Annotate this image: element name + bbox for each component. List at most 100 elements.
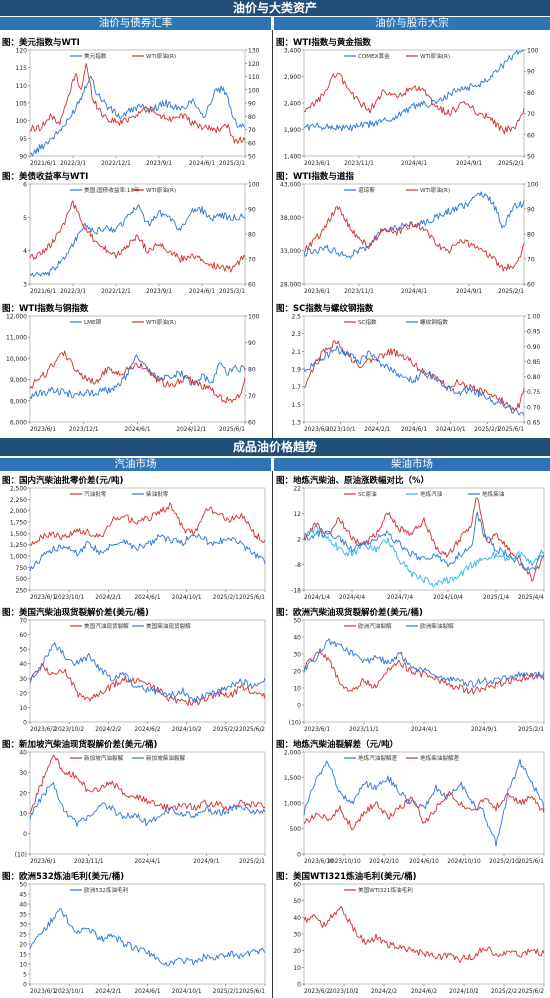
chart-wti-dow: 图：WTI指数与道指 28,000 33,000 38,000 43,000 60 70 80…	[274, 170, 550, 298]
y-left-tick-label: 500	[290, 826, 302, 833]
series-line	[303, 49, 525, 132]
y-right-tick-label: 100	[527, 182, 539, 189]
y-right-tick-label: 50	[248, 154, 256, 161]
x-tick-label: 2025/2/1	[239, 859, 265, 865]
plot-area	[303, 183, 525, 285]
x-tick-label: 2024/6/2	[411, 989, 437, 995]
x-tick-label: 2024/10/2	[449, 989, 479, 995]
x-tick-label: 2025/6/1	[498, 427, 524, 433]
y-left-tick-label: 12,000	[6, 314, 27, 321]
x-tick-label: 2024/9/1	[193, 859, 219, 865]
legend-label: WTI原油(R)	[420, 186, 450, 194]
chart-wti-copper: 图：WTI指数与铜指数 6,000 8,000 9,000 10,000 11,000 12…	[0, 302, 271, 436]
x-tick-label: 2023/9/1	[146, 161, 172, 167]
x-tick-label: 2023/10/10	[327, 859, 361, 865]
legend-label: SC指数	[358, 318, 377, 326]
x-tick-label: 2025/1/4	[483, 595, 509, 601]
x-tick-label: 2025/2/1	[213, 595, 239, 601]
series-line	[29, 502, 266, 546]
y-left-tick-label: 10	[293, 686, 301, 693]
y-left-tick-label: 22	[293, 486, 301, 493]
x-tick-label: 2024/12/1	[176, 427, 206, 433]
x-tick-label: 2024/6/1	[134, 595, 160, 601]
column-divider-top	[272, 30, 273, 438]
plot-area	[29, 883, 266, 985]
x-tick-label: 2024/10/4	[433, 595, 463, 601]
y-right-tick-label: 90	[527, 207, 535, 214]
chart-title: 图：地炼汽柴油、原油涨跌幅对比（%）	[276, 476, 430, 486]
x-tick-label: 2024/4/1	[134, 859, 160, 865]
y-left-tick-label: 110	[16, 83, 28, 90]
x-tick-label: 2025/2/1	[518, 727, 544, 733]
series-line	[303, 191, 525, 259]
x-tick-label: 2023/6/2	[30, 727, 56, 733]
x-tick-label: 2024/6/1	[124, 427, 150, 433]
y-left-tick-label: 0	[297, 982, 301, 989]
x-tick-label: 2024/4/4	[339, 595, 365, 601]
x-tick-label: 2025/3/1	[219, 161, 245, 167]
x-tick-label: 2024/9/1	[471, 727, 497, 733]
legend-label: LME铜	[84, 318, 101, 326]
y-left-tick-label: (10)	[289, 720, 301, 727]
y-left-tick-label: 2,250	[10, 497, 27, 504]
y-left-tick-label: 750	[16, 565, 28, 572]
y-left-tick-label: 0	[297, 852, 301, 859]
y-left-tick-label: 0	[23, 982, 27, 989]
y-right-tick-label: 90	[527, 69, 535, 76]
y-left-tick-label: 1,400	[284, 154, 301, 161]
x-tick-label: 2023/6/10	[304, 859, 334, 865]
series-line	[29, 642, 266, 704]
x-tick-label: 2023/10/1	[326, 427, 356, 433]
y-left-tick-label: 100	[16, 118, 28, 125]
chart-title: 图：地炼汽柴油裂解差（元/吨）	[276, 740, 399, 750]
y-right-tick-label: 0.70	[527, 404, 541, 411]
y-right-tick-label: 80	[248, 232, 256, 239]
chart-title: 图：欧洲汽柴油现货裂解价差(美元/桶)	[276, 608, 423, 618]
series-line	[29, 63, 246, 144]
y-left-tick-label: 1,250	[10, 542, 27, 549]
chart-title: 图：WTI指数与铜指数	[2, 304, 89, 314]
y-left-tick-label: 40	[19, 661, 27, 668]
x-tick-label: 2025/6/2	[518, 989, 544, 995]
x-tick-label: 2024/10/2	[172, 727, 202, 733]
series-line	[29, 533, 266, 572]
y-left-tick-label: 10	[19, 811, 27, 818]
y-right-tick-label: 100	[248, 87, 260, 94]
x-tick-label: 2024/6/1	[189, 289, 215, 295]
y-left-tick-label: 30	[293, 932, 301, 939]
x-tick-label: 2023/6/1	[30, 859, 56, 865]
plot-area	[303, 883, 545, 985]
section-banner-assets: 油价与大类资产	[0, 0, 550, 16]
series-line	[303, 638, 545, 688]
y-left-tick-label: 90	[19, 154, 27, 161]
y-left-tick-label: 2,900	[284, 74, 301, 81]
chart-title: 图：美国汽柴油现货裂解价差(美元/桶)	[2, 608, 149, 618]
series-line	[303, 905, 545, 963]
x-tick-label: 2024/4/1	[401, 289, 427, 295]
legend-label: 新加坡汽油裂解	[84, 754, 124, 762]
chart-singapore-crack-spreads: 图：新加坡汽柴油现货裂解价差(美元/桶) (10) 0 10 20 30 40 2023/6/…	[0, 738, 271, 868]
y-left-tick-label: 40	[293, 915, 301, 922]
y-left-tick-label: 0	[23, 720, 27, 727]
y-right-tick-label: 0.65	[527, 420, 541, 427]
chart-dxy-wti: 图：美元指数与WTI 90 95 100 105 110 115 120 50 60 70 80 90 1…	[0, 36, 271, 170]
y-left-tick-label: 3	[23, 282, 27, 289]
y-left-tick-label: 40	[19, 902, 27, 909]
x-tick-label: 2021/6/1	[30, 289, 56, 295]
chart-title: 图：WTI指数与黄金指数	[276, 38, 371, 48]
legend-label: 地炼汽油	[420, 490, 443, 498]
x-tick-label: 2022/3/1	[60, 161, 86, 167]
legend-label: COMEX黄金	[358, 52, 390, 60]
y-left-tick-label: 25	[19, 932, 27, 939]
x-tick-label: 2025/2/1	[474, 427, 500, 433]
y-left-tick-label: 2,400	[284, 101, 301, 108]
x-tick-label: 2024/6/2	[134, 727, 160, 733]
y-left-tick-label: 60	[293, 882, 301, 889]
plot-area	[303, 487, 545, 591]
y-left-tick-label: 28,000	[280, 282, 301, 289]
column-header-diesel: 柴油市场	[274, 458, 550, 471]
x-tick-label: 2024/9/1	[456, 289, 482, 295]
x-tick-label: 2023/11/1	[349, 727, 379, 733]
series-line	[29, 908, 266, 967]
x-tick-label: 2023/10/2	[54, 727, 84, 733]
